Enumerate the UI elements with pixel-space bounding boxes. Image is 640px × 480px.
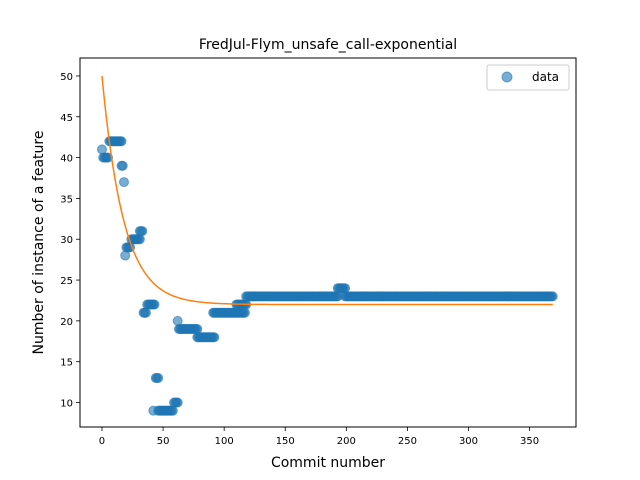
x-tick-label: 350 xyxy=(520,436,539,447)
x-tick-label: 100 xyxy=(215,436,234,447)
data-point xyxy=(547,291,558,302)
chart-title: FredJul-Flym_unsafe_call-exponential xyxy=(199,37,457,53)
x-tick-label: 200 xyxy=(337,436,356,447)
plot-area xyxy=(80,58,576,427)
y-tick-label: 20 xyxy=(60,317,73,328)
data-point xyxy=(116,136,127,147)
legend: data xyxy=(486,64,570,91)
x-axis-label: Commit number xyxy=(271,455,385,471)
data-point xyxy=(149,299,160,310)
x-tick-label: 250 xyxy=(398,436,417,447)
data-point xyxy=(340,283,351,294)
ticks-layer: 0 50 100 150 200 250 300 350 10 15 20 25 30 35 40 45 50 xyxy=(60,72,539,447)
y-axis-label: Number of instance of a feature xyxy=(31,131,47,355)
data-point xyxy=(117,160,128,171)
data-point xyxy=(172,315,183,326)
y-tick-label: 40 xyxy=(60,154,73,165)
data-point xyxy=(209,332,220,343)
series-layer xyxy=(96,75,558,416)
fit-curve xyxy=(101,75,553,306)
y-tick-label: 45 xyxy=(60,113,73,124)
data-point xyxy=(239,307,250,318)
data-point xyxy=(103,152,114,163)
x-tick-label: 300 xyxy=(459,436,478,447)
data-point xyxy=(153,373,164,384)
x-tick-label: 150 xyxy=(276,436,295,447)
y-tick-label: 30 xyxy=(60,235,73,246)
data-point xyxy=(192,324,203,335)
x-tick-label: 0 xyxy=(99,436,105,447)
y-tick-label: 35 xyxy=(60,194,73,205)
data-point xyxy=(172,397,183,408)
data-point xyxy=(120,250,131,261)
data-point xyxy=(137,226,148,237)
legend-frame xyxy=(486,64,570,91)
data-point xyxy=(140,307,151,318)
legend-marker-data xyxy=(501,71,513,83)
data-point xyxy=(167,405,178,416)
data-point xyxy=(134,234,145,245)
y-tick-label: 50 xyxy=(60,72,73,83)
y-tick-label: 25 xyxy=(60,276,73,287)
data-point xyxy=(118,177,129,188)
y-tick-label: 15 xyxy=(60,358,73,369)
x-tick-label: 50 xyxy=(157,436,170,447)
legend-label-data: data xyxy=(532,70,559,84)
data-point xyxy=(96,144,107,155)
plot-frame xyxy=(79,57,577,428)
y-tick-label: 10 xyxy=(60,399,73,410)
